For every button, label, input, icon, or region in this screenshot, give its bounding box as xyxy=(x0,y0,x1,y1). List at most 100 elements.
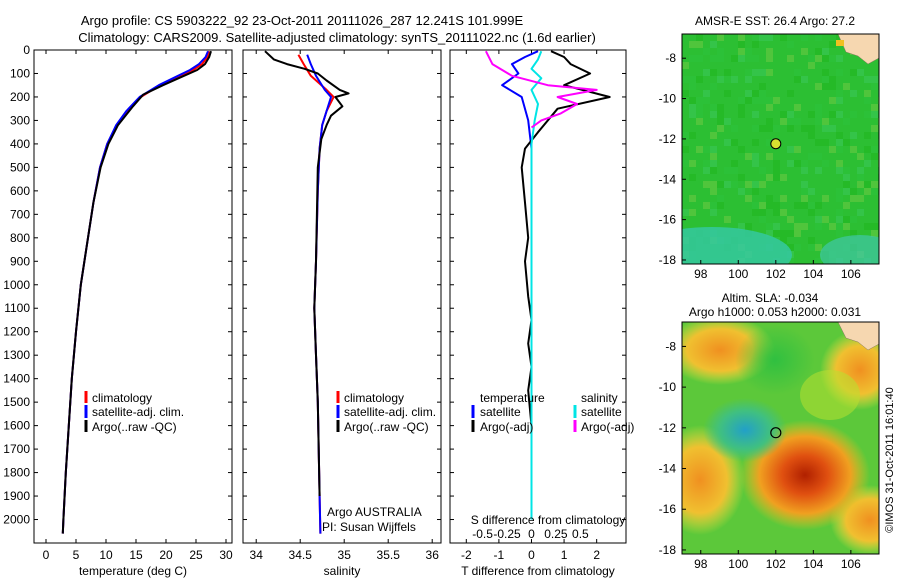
temperature-x-label: temperature (deg C) xyxy=(79,564,187,578)
sla-map-frame xyxy=(681,321,880,555)
y-tick-label: 400 xyxy=(10,137,30,151)
x-tick-label: 98 xyxy=(694,557,708,571)
sst-cell xyxy=(843,188,850,195)
y-tick-label: 1800 xyxy=(3,466,30,480)
series-line-temperature-satellite xyxy=(501,50,539,520)
sst-cell xyxy=(822,48,829,55)
sst-cell xyxy=(864,188,871,195)
sst-cell xyxy=(731,181,738,188)
sst-cell xyxy=(794,202,801,209)
landmass xyxy=(837,322,879,351)
sst-cell xyxy=(836,160,843,167)
sst-cell xyxy=(766,139,773,146)
sst-cell xyxy=(745,55,752,62)
sst-cell xyxy=(871,76,878,83)
x-tick-label: 106 xyxy=(841,557,861,571)
sst-cell xyxy=(836,146,843,153)
sst-cell xyxy=(745,48,752,55)
sst-cell xyxy=(829,55,836,62)
y-tick-label: -18 xyxy=(659,543,677,557)
sst-cell xyxy=(787,146,794,153)
legend-label-satellite: satellite-adj. clim. xyxy=(92,405,184,419)
y-tick-label: -8 xyxy=(665,51,676,65)
difference-secondary-x-label: S difference from climatology xyxy=(471,513,626,527)
sst-cell xyxy=(703,97,710,104)
sst-cell xyxy=(815,223,822,230)
sst-cell xyxy=(717,34,724,41)
secondary-x-tick-label: 0 xyxy=(528,527,535,541)
sst-cell xyxy=(738,146,745,153)
y-tick-label: 100 xyxy=(10,66,30,80)
sst-cell xyxy=(822,76,829,83)
sst-cell xyxy=(710,160,717,167)
sst-cell xyxy=(843,139,850,146)
sst-cell xyxy=(766,69,773,76)
sst-cell xyxy=(717,118,724,125)
sst-cell xyxy=(710,146,717,153)
sst-cell xyxy=(738,223,745,230)
y-tick-label: -16 xyxy=(659,502,677,516)
sst-cell xyxy=(766,230,773,237)
sst-cell xyxy=(710,181,717,188)
sst-cell xyxy=(773,125,780,132)
sst-cell xyxy=(871,146,878,153)
legend-label-climatology: climatology xyxy=(92,391,152,405)
sst-cell xyxy=(836,97,843,104)
sst-cell xyxy=(801,202,808,209)
sst-cell xyxy=(738,188,745,195)
x-tick-label: 102 xyxy=(766,267,786,281)
sst-cell xyxy=(703,48,710,55)
sst-cell xyxy=(780,111,787,118)
sst-cell xyxy=(745,97,752,104)
sst-cell xyxy=(864,181,871,188)
temperature-lines xyxy=(61,50,212,534)
salinity-x-label: salinity xyxy=(324,564,361,578)
sst-cell xyxy=(752,69,759,76)
sst-cell xyxy=(836,55,843,62)
sst-cell xyxy=(745,90,752,97)
y-tick-label: 1700 xyxy=(3,442,30,456)
sst-cell xyxy=(766,55,773,62)
x-tick-label: 35.5 xyxy=(377,548,401,562)
sst-cell xyxy=(801,181,808,188)
sst-cell xyxy=(738,97,745,104)
sst-cell xyxy=(766,153,773,160)
sst-cell xyxy=(864,97,871,104)
sst-cell xyxy=(808,188,815,195)
sst-cell xyxy=(787,125,794,132)
sst-cell xyxy=(738,41,745,48)
sst-cell xyxy=(780,34,787,41)
sst-cell xyxy=(794,223,801,230)
sst-cell xyxy=(682,62,689,69)
x-tick-label: 106 xyxy=(841,267,861,281)
sst-cell xyxy=(717,104,724,111)
sst-cell xyxy=(717,76,724,83)
series-line-satellite-adj-clim- xyxy=(61,50,209,534)
sst-cell xyxy=(773,167,780,174)
sst-cell xyxy=(843,167,850,174)
sst-cell xyxy=(864,76,871,83)
sst-cell xyxy=(815,34,822,41)
difference-lines xyxy=(485,50,611,520)
sst-cell xyxy=(724,167,731,174)
y-tick-label: 300 xyxy=(10,113,30,127)
sst-cell xyxy=(787,258,794,264)
sst-cell xyxy=(752,202,759,209)
sst-cell xyxy=(738,34,745,41)
sst-cell xyxy=(815,244,822,251)
sst-cell xyxy=(857,195,864,202)
sst-cell xyxy=(724,181,731,188)
sst-cell xyxy=(815,216,822,223)
sst-cell xyxy=(745,195,752,202)
sst-cell xyxy=(787,41,794,48)
sst-cell xyxy=(794,118,801,125)
sst-cell xyxy=(794,230,801,237)
sst-cell xyxy=(689,41,696,48)
sst-cell xyxy=(822,216,829,223)
difference-x-label: T difference from climatology xyxy=(461,564,615,578)
sst-cell xyxy=(801,76,808,83)
secondary-x-tick-label: 0.5 xyxy=(572,527,589,541)
sst-cell xyxy=(836,111,843,118)
legend-label-argo: Argo(..raw -QC) xyxy=(92,420,177,434)
